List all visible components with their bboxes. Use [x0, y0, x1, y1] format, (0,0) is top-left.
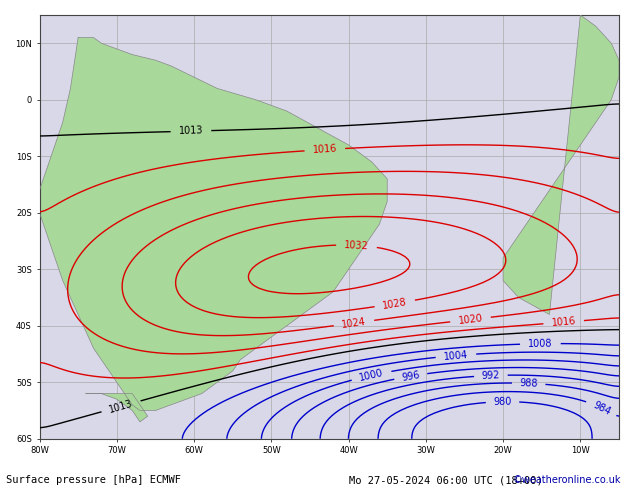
Text: 988: 988	[519, 378, 538, 389]
Text: Surface pressure [hPa] ECMWF: Surface pressure [hPa] ECMWF	[6, 475, 181, 485]
Text: 984: 984	[591, 399, 612, 416]
Text: 1016: 1016	[551, 316, 576, 328]
Text: 1024: 1024	[341, 317, 367, 330]
Text: ©weatheronline.co.uk: ©weatheronline.co.uk	[513, 475, 621, 485]
Text: 1032: 1032	[344, 240, 369, 251]
Polygon shape	[39, 38, 387, 411]
Polygon shape	[86, 393, 148, 422]
Text: 1000: 1000	[358, 368, 385, 383]
Text: Mo 27-05-2024 06:00 UTC (18+00): Mo 27-05-2024 06:00 UTC (18+00)	[349, 475, 543, 485]
Text: 1016: 1016	[313, 144, 337, 155]
Text: 1020: 1020	[458, 313, 483, 326]
Text: 1008: 1008	[528, 339, 553, 349]
Text: 1013: 1013	[108, 398, 134, 415]
Text: 1004: 1004	[443, 349, 469, 362]
Polygon shape	[503, 15, 619, 315]
Text: 1028: 1028	[382, 296, 408, 311]
Text: 1013: 1013	[179, 126, 204, 136]
Text: 992: 992	[481, 370, 500, 381]
Text: 996: 996	[401, 369, 420, 383]
Text: 980: 980	[493, 396, 512, 407]
